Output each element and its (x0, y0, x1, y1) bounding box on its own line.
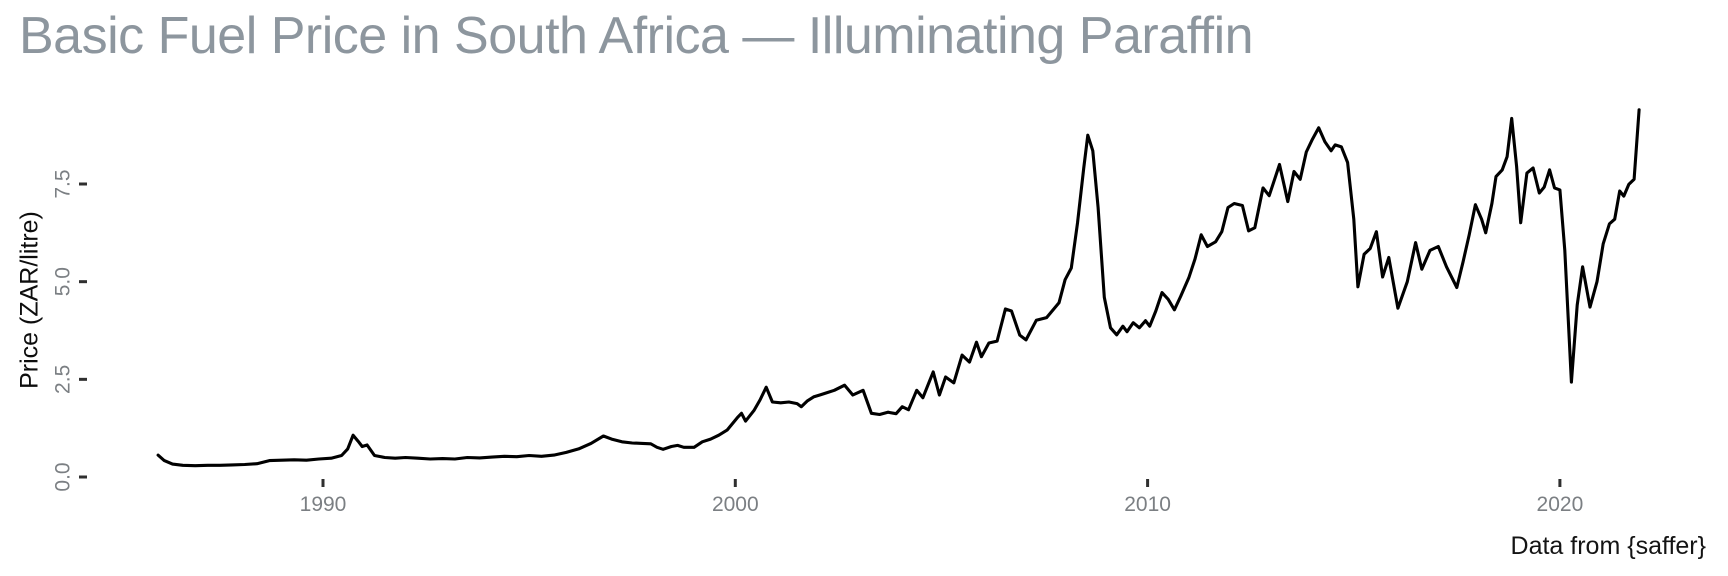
x-axis-tick-label: 1990 (300, 493, 347, 516)
y-axis-tick-label: 7.5 (52, 169, 75, 198)
chart-title: Basic Fuel Price in South Africa — Illum… (19, 7, 1254, 65)
y-axis-tick-label: 2.5 (52, 365, 75, 394)
x-axis-tick-label: 2010 (1124, 493, 1171, 516)
x-axis-tick-label: 2020 (1537, 493, 1584, 516)
y-axis-tick-label: 5.0 (52, 267, 75, 296)
y-axis-tick-label: 0.0 (52, 462, 75, 491)
data-source-caption: Data from {saffer} (1510, 532, 1706, 560)
x-axis-tick-label: 2000 (712, 493, 759, 516)
price-series-line (156, 108, 1641, 468)
